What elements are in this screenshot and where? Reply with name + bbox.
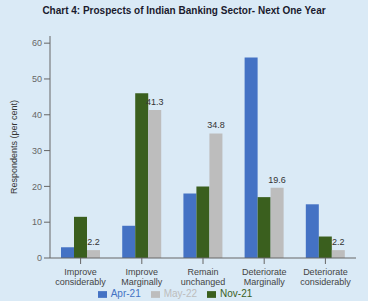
svg-text:Deteriorateconsiderably: Deteriorateconsiderably bbox=[300, 267, 351, 287]
svg-text:20: 20 bbox=[32, 182, 42, 192]
html-text:Apr-21: Apr-21 bbox=[110, 288, 141, 299]
svg-text:40: 40 bbox=[32, 110, 42, 120]
html-text:May-22: May-22 bbox=[163, 288, 198, 299]
svg-text:DeteriorateMarginally: DeteriorateMarginally bbox=[242, 267, 287, 287]
svg-text:ImproveMarginally: ImproveMarginally bbox=[121, 267, 163, 287]
svg-text:34.8: 34.8 bbox=[207, 120, 225, 130]
svg-text:2.2: 2.2 bbox=[332, 237, 345, 247]
svg-text:60: 60 bbox=[32, 38, 42, 48]
svg-text:10: 10 bbox=[32, 217, 42, 227]
html-text:Chart 4: Prospects of Indian B: Chart 4: Prospects of Indian Banking Sec… bbox=[42, 5, 326, 16]
svg-text:30: 30 bbox=[32, 146, 42, 156]
svg-text:Respondents (per cent): Respondents (per cent) bbox=[9, 100, 19, 194]
svg-text:Improveconsiderably: Improveconsiderably bbox=[55, 267, 106, 287]
svg-text:0: 0 bbox=[37, 253, 42, 263]
svg-text:50: 50 bbox=[32, 74, 42, 84]
svg-text:19.6: 19.6 bbox=[268, 175, 286, 185]
svg-text:2.2: 2.2 bbox=[87, 237, 100, 247]
svg-text:Remainunchanged: Remainunchanged bbox=[181, 267, 226, 287]
svg-text:41.3: 41.3 bbox=[146, 97, 164, 107]
html-text:Nov-21: Nov-21 bbox=[220, 288, 253, 299]
